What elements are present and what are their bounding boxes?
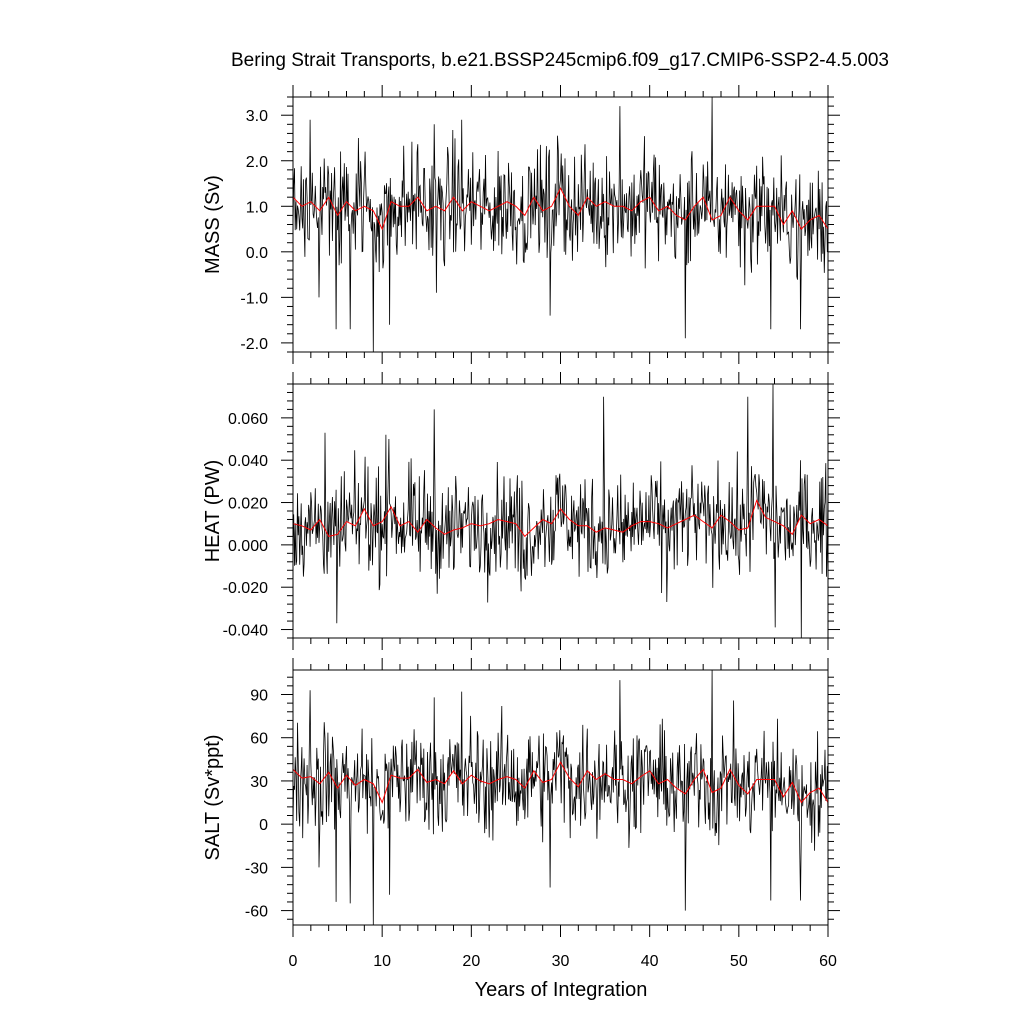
salt-y-axis-label: SALT (Sv*ppt) [202,735,224,861]
mass-y-tick-label: 2.0 [246,154,268,171]
heat-monthly-series-line [292,383,829,639]
salt-y-tick-label: 90 [250,687,268,704]
heat-y-tick-label: 0.060 [228,411,268,428]
mass-y-tick-label: 3.0 [246,108,268,125]
x-axis-label: Years of Integration [475,979,648,1001]
salt-y-tick-label: 60 [250,731,268,748]
chart-title: Bering Strait Transports, b.e21.BSSP245c… [231,50,889,71]
salt-annual-mean-line [292,761,829,804]
x-tick-label: 20 [462,953,480,970]
x-tick-label: 10 [373,953,391,970]
heat-y-tick-label: -0.040 [223,623,268,640]
salt-y-tick-label: 0 [259,817,268,834]
salt-monthly-series-line [292,669,829,926]
heat-y-tick-label: 0.040 [228,453,268,470]
salt-y-tick-label: 30 [250,774,268,791]
x-tick-label: 40 [641,953,659,970]
mass-y-tick-label: 1.0 [246,199,268,216]
heat-y-tick-label: -0.020 [223,580,268,597]
x-tick-label: 0 [289,953,298,970]
x-tick-label: 30 [552,953,570,970]
mass-annual-mean-line [292,186,829,231]
heat-y-axis-label: HEAT (PW) [202,460,224,563]
x-tick-label: 50 [730,953,748,970]
mass-monthly-series-line [292,96,829,353]
heat-annual-mean-line [292,499,829,538]
mass-y-tick-label: 0.0 [246,245,268,262]
salt-y-tick-label: -30 [245,860,268,877]
heat-y-tick-label: 0.020 [228,496,268,513]
salt-y-tick-label: -60 [245,904,268,921]
x-tick-label: 60 [819,953,837,970]
mass-y-tick-label: -2.0 [240,336,268,353]
heat-y-tick-label: 0.000 [228,538,268,555]
mass-y-tick-label: -1.0 [240,290,268,307]
mass-y-axis-label: MASS (Sv) [202,175,224,274]
